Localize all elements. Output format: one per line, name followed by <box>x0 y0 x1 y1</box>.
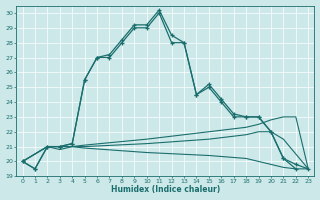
X-axis label: Humidex (Indice chaleur): Humidex (Indice chaleur) <box>111 185 220 194</box>
